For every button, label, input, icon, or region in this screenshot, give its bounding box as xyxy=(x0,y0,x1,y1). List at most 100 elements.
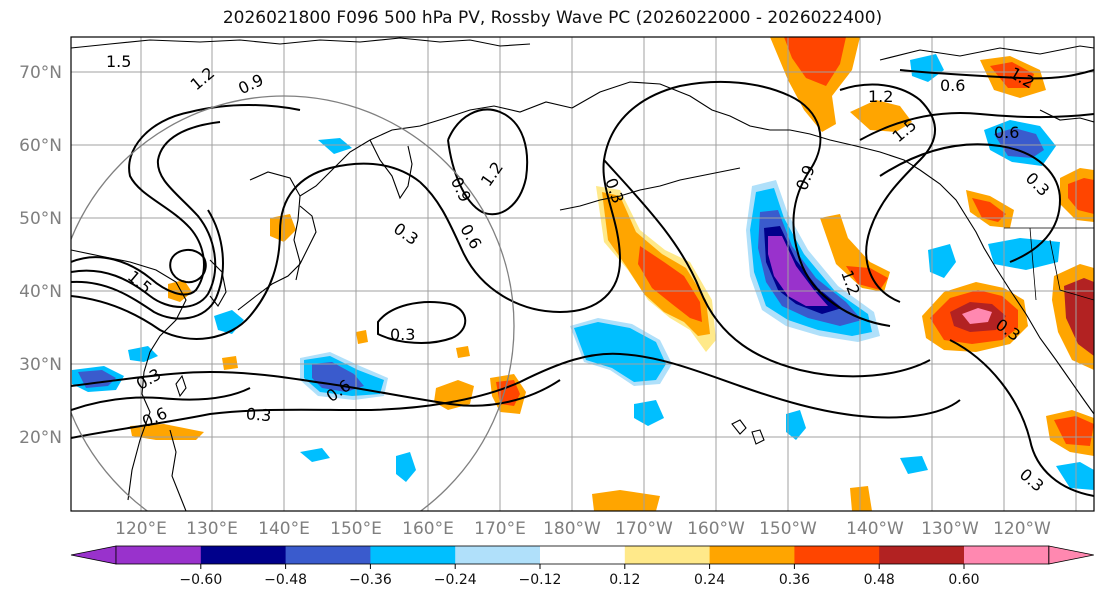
colorbar-tick-label: −0.48 xyxy=(264,572,307,588)
contour-label: 0.6 xyxy=(994,123,1019,142)
coast-kamchatka xyxy=(369,139,413,200)
coast-japan xyxy=(237,205,317,311)
shade-cyan-cp xyxy=(574,322,666,382)
shade-orange-tiny2 xyxy=(356,330,368,344)
contour-label: 0.6 xyxy=(940,76,965,95)
latitude-labels: 70°N 60°N 50°N 40°N 30°N 20°N xyxy=(19,63,62,448)
shade-red-se xyxy=(1054,416,1094,446)
lat-label: 50°N xyxy=(19,209,62,229)
shade-orange-wp5 xyxy=(270,214,296,242)
lon-label: 140°W xyxy=(846,519,904,539)
shade-orange-trop3 xyxy=(222,356,238,370)
shade-red-ne xyxy=(1068,178,1094,214)
shade-orange-tiny1 xyxy=(456,346,470,358)
colorbar-frame xyxy=(115,545,1050,565)
shade-purple-trough xyxy=(768,236,828,306)
shade-red-gulf xyxy=(784,37,846,86)
coast-canada-arctic xyxy=(879,45,1094,61)
colorbar-tick-label: 0.36 xyxy=(779,572,810,588)
colorbar-tick-label: −0.36 xyxy=(349,572,392,588)
colorbar-tick-label: 0.12 xyxy=(609,572,640,588)
lon-label: 130°E xyxy=(186,519,238,539)
pv-contours xyxy=(71,69,1094,497)
shade-cyan-wp4 xyxy=(128,346,158,362)
lon-label: 160°E xyxy=(402,519,454,539)
coast-okhotsk xyxy=(293,195,301,281)
colorbar-tick-label: −0.12 xyxy=(519,572,562,588)
contour-central2 xyxy=(447,108,529,216)
contour-jet3 xyxy=(71,352,961,439)
lat-label: 60°N xyxy=(19,136,62,156)
contour-east3 xyxy=(839,83,936,303)
shade-cyan-kam xyxy=(318,138,352,154)
contour-east1 xyxy=(603,159,931,378)
lon-label: 180°W xyxy=(543,519,601,539)
colorbar-segment xyxy=(285,546,371,564)
range-circle xyxy=(71,95,515,511)
colorbar-tick-label: 0.24 xyxy=(694,572,725,588)
coast-china xyxy=(71,249,187,501)
shade-red-east1 xyxy=(846,266,888,290)
colorbar-segment xyxy=(370,546,456,564)
colorbar-segment xyxy=(794,546,880,564)
shade-cyan-gulf2 xyxy=(928,244,956,278)
colorbar-segment xyxy=(709,546,795,564)
contour-east7 xyxy=(949,339,1094,497)
shade-orange-wp3 xyxy=(130,424,204,440)
coast-alaska xyxy=(571,81,1094,415)
lon-label: 150°W xyxy=(759,519,817,539)
contour-label: 1.5 xyxy=(106,52,131,71)
contour-loop-west xyxy=(169,249,207,284)
colorbar-segment xyxy=(964,546,1050,564)
contour-central3 xyxy=(377,301,467,344)
colorbar-segment xyxy=(116,546,202,564)
coast-us-borders xyxy=(1004,227,1094,301)
shade-cyan-alaska xyxy=(910,54,944,82)
shade-red-bc xyxy=(972,198,1006,222)
lon-label: 170°W xyxy=(615,519,673,539)
coast-philippines xyxy=(169,429,187,511)
colorbar-segment xyxy=(540,546,626,564)
contour-label: 0.3 xyxy=(245,404,272,425)
colorbar-tick-label: 0.60 xyxy=(948,572,979,588)
lon-label: 120°W xyxy=(993,519,1051,539)
colorbar-tick-label: −0.60 xyxy=(179,572,222,588)
coast-hudson xyxy=(1039,109,1094,123)
lon-label: 120°E xyxy=(115,519,167,539)
shade-cyan-wus xyxy=(988,238,1060,270)
shade-orange-trop2 xyxy=(850,486,872,511)
colorbar: −0.60 −0.48 −0.36 −0.24 −0.12 0.12 0.24 0.36 0.4… xyxy=(70,545,1094,588)
contour-jet2 xyxy=(71,370,561,407)
contour-label: 1.2 xyxy=(868,87,893,106)
colorbar-extend-high xyxy=(1048,545,1094,565)
contour-low-west3 xyxy=(71,209,224,320)
colorbar-segment xyxy=(624,546,711,564)
shade-red-nw xyxy=(990,62,1034,88)
colorbar-segment xyxy=(200,546,287,564)
lat-label: 70°N xyxy=(19,63,62,83)
colorbar-segment xyxy=(455,546,541,564)
contour-east2 xyxy=(789,95,891,327)
shade-cyan-cp2 xyxy=(634,400,664,426)
contour-label: 0.3 xyxy=(390,325,415,344)
shade-cyan-wp5 xyxy=(396,452,416,482)
longitude-labels: 120°E 130°E 140°E 150°E 160°E 170°E 180°… xyxy=(115,519,1051,539)
contour-low-west2 xyxy=(71,121,221,308)
shade-blue-canada xyxy=(994,128,1044,158)
colorbar-extend-low xyxy=(70,545,117,565)
shade-cyan-wp6 xyxy=(300,448,330,462)
shade-blue-wp xyxy=(312,362,364,392)
lon-label: 140°E xyxy=(258,519,310,539)
map-frame xyxy=(70,36,1095,512)
colorbar-tick-label: −0.24 xyxy=(434,572,477,588)
shade-orange-trop1 xyxy=(592,490,660,511)
lon-label: 150°E xyxy=(330,519,382,539)
contour-east5 xyxy=(879,143,1062,263)
contour-east4 xyxy=(859,112,1094,141)
coast-hawaii xyxy=(731,419,765,445)
contour-east6 xyxy=(899,69,1094,80)
lat-label: 20°N xyxy=(19,428,62,448)
colorbar-tick-label: 0.48 xyxy=(864,572,895,588)
lon-label: 170°E xyxy=(474,519,526,539)
